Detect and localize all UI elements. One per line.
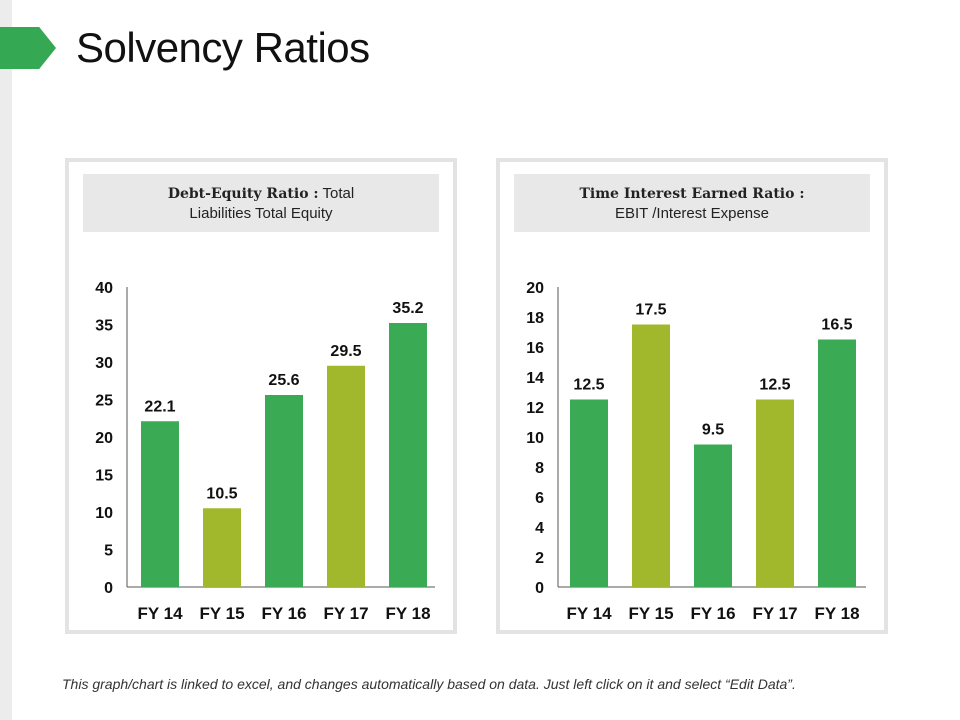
de-bar-fy-18[interactable]: [389, 323, 427, 587]
tie-x-tick-label: FY 18: [814, 604, 859, 623]
tie-chart[interactable]: 0 2 4 6 8 10 12 14 16 18 20 12.5 FY 14 17.5 FY 15 9.5 FY…: [500, 162, 892, 638]
tie-x-tick-label: FY 16: [690, 604, 735, 623]
tie-title-bold: Time Interest Earned Ratio :: [579, 185, 805, 202]
tie-value-label: 16.5: [821, 317, 852, 334]
tie-bar-fy-17[interactable]: [756, 399, 794, 588]
de-x-tick-label: FY 17: [323, 604, 368, 623]
debt-equity-header: Debt-Equity Ratio : Total Liabilities To…: [83, 174, 439, 232]
de-y-tick-label: 20: [95, 430, 113, 447]
tie-y-tick-label: 10: [526, 430, 544, 447]
tie-bar-fy-18[interactable]: [818, 339, 856, 588]
de-x-tick-label: FY 16: [261, 604, 306, 623]
de-bar-fy-15[interactable]: [203, 508, 241, 587]
tie-x-tick-label: FY 15: [628, 604, 673, 623]
de-value-label: 29.5: [330, 343, 361, 360]
tie-y-tick-label: 16: [526, 340, 544, 357]
de-x-tick-label: FY 15: [199, 604, 244, 623]
tie-x-tick-label: FY 17: [752, 604, 797, 623]
de-value-label: 10.5: [206, 485, 237, 502]
tie-y-tick-label: 14: [526, 370, 544, 387]
tie-y-tick-label: 18: [526, 310, 544, 327]
tie-bar-fy-14[interactable]: [570, 399, 608, 588]
tie-bar-fy-15[interactable]: [632, 324, 670, 588]
de-y-tick-label: 0: [104, 580, 113, 597]
debt-equity-subtitle: Liabilities Total Equity: [189, 204, 333, 222]
tie-header: Time Interest Earned Ratio : EBIT /Inter…: [514, 174, 870, 232]
tie-value-label: 9.5: [702, 422, 724, 439]
tie-value-label: 12.5: [573, 377, 604, 394]
tie-y-tick-label: 4: [535, 520, 544, 537]
de-y-tick-label: 40: [95, 280, 113, 297]
de-x-tick-label: FY 14: [137, 604, 183, 623]
tie-y-tick-label: 0: [535, 580, 544, 597]
de-x-tick-label: FY 18: [385, 604, 430, 623]
de-value-label: 25.6: [268, 372, 299, 389]
tie-y-tick-label: 20: [526, 280, 544, 297]
tie-subtitle: EBIT /Interest Expense: [615, 204, 769, 222]
debt-equity-title-bold: Debt-Equity Ratio :: [167, 185, 319, 202]
de-y-tick-label: 25: [95, 393, 113, 410]
de-bar-fy-17[interactable]: [327, 365, 365, 587]
de-bar-fy-14[interactable]: [141, 421, 179, 587]
de-value-label: 35.2: [392, 300, 423, 317]
de-bar-fy-16[interactable]: [265, 395, 303, 587]
left-rail: [0, 0, 12, 720]
tie-bar-fy-16[interactable]: [694, 444, 732, 588]
debt-equity-panel[interactable]: Debt-Equity Ratio : Total Liabilities To…: [65, 158, 457, 634]
tie-y-tick-label: 8: [535, 460, 544, 477]
tie-value-label: 12.5: [759, 377, 790, 394]
tie-y-tick-label: 2: [535, 550, 544, 567]
de-y-tick-label: 35: [95, 318, 113, 335]
tie-y-tick-label: 6: [535, 490, 544, 507]
page-title: Solvency Ratios: [76, 24, 370, 71]
debt-equity-title-rest: Total: [318, 184, 355, 202]
tie-x-tick-label: FY 14: [566, 604, 612, 623]
footnote: This graph/chart is linked to excel, and…: [62, 676, 796, 692]
debt-equity-chart[interactable]: 0 5 10 15 20 25 30 35 40 22.1 FY 14 10.5 FY 15 25.6 FY…: [69, 162, 461, 638]
de-y-tick-label: 5: [104, 543, 113, 560]
title-arrow-tag: [0, 27, 56, 69]
de-y-tick-label: 10: [95, 505, 113, 522]
de-y-tick-label: 30: [95, 355, 113, 372]
tie-y-tick-label: 12: [526, 400, 544, 417]
de-y-tick-label: 15: [95, 468, 113, 485]
tie-panel[interactable]: Time Interest Earned Ratio : EBIT /Inter…: [496, 158, 888, 634]
de-value-label: 22.1: [144, 398, 175, 415]
tie-value-label: 17.5: [635, 302, 666, 319]
